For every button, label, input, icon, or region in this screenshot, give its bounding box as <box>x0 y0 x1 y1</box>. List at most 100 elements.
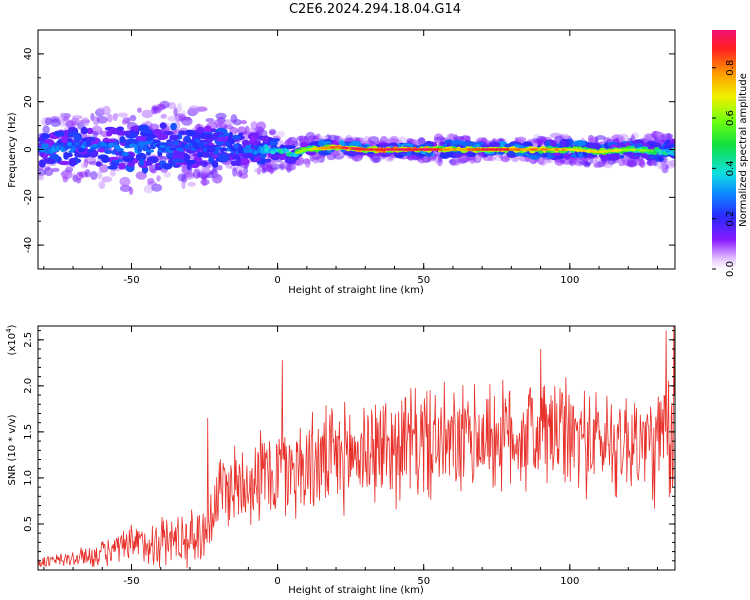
spectral-ridge <box>67 141 73 147</box>
spectral-blob <box>106 130 113 137</box>
spectral-ridge-core <box>547 148 553 151</box>
y-tick-label: 40 <box>23 48 34 61</box>
spectral-blob <box>284 139 291 146</box>
spectral-blob <box>205 118 215 123</box>
spectral-ridge <box>116 148 124 152</box>
spectral-ridge-core <box>410 148 416 151</box>
spectral-blob <box>50 118 61 128</box>
spectral-blob <box>200 178 210 186</box>
spectral-blob <box>38 174 44 181</box>
spectral-blob <box>235 158 242 167</box>
spectral-blob <box>453 136 465 141</box>
x-tick-label: 50 <box>417 275 430 286</box>
spectral-ridge-core <box>487 148 493 151</box>
spectral-ridge <box>144 140 150 146</box>
spectral-ridge-core <box>477 148 483 151</box>
spectral-blob <box>54 130 65 137</box>
spectral-ridge-core <box>558 148 563 151</box>
spectral-blob <box>99 164 109 173</box>
spectral-blob <box>121 120 128 125</box>
spectral-blob <box>159 122 167 129</box>
spectral-ridge <box>104 149 113 154</box>
spectral-ridge-core <box>379 148 385 151</box>
spectral-ridge-core <box>459 148 465 151</box>
spectral-blob <box>304 158 311 168</box>
spectral-blob <box>157 103 163 113</box>
spectral-blob <box>51 167 60 173</box>
spectral-ridge-core <box>480 148 486 151</box>
spectral-ridge-core <box>421 148 427 151</box>
spectral-blob <box>163 171 171 178</box>
spectral-blob <box>161 163 173 170</box>
spectral-blob <box>253 168 263 173</box>
spectral-blob <box>582 151 588 157</box>
spectral-blob <box>256 121 267 131</box>
spectral-blob <box>200 164 210 174</box>
x-tick-label: -50 <box>123 275 139 286</box>
spectral-blob <box>177 173 186 182</box>
spectral-ridge <box>284 149 290 153</box>
spectral-blob <box>63 152 70 160</box>
spectral-blob <box>559 159 565 164</box>
spectral-ridge <box>233 143 239 149</box>
spectrogram-xlabel: Height of straight line (km) <box>288 285 424 296</box>
spectral-ridge-core <box>368 148 374 151</box>
spectral-blob <box>515 136 527 143</box>
spectral-blob <box>90 171 98 180</box>
spectral-blob <box>60 135 68 144</box>
spectral-ridge-core <box>393 148 399 151</box>
spectral-ridge <box>224 141 231 147</box>
spectral-blob <box>216 164 223 171</box>
spectral-blob <box>305 131 316 142</box>
spectral-blob <box>122 155 135 163</box>
spectral-blob <box>607 153 620 161</box>
spectral-blob <box>489 141 501 149</box>
spectral-blob <box>232 134 241 140</box>
spectral-ridge-core <box>536 148 542 151</box>
spectral-ridge-core <box>403 148 409 151</box>
spectral-blob <box>68 157 77 167</box>
spectral-blob <box>124 130 131 136</box>
spectral-blob <box>279 163 285 171</box>
spectral-ridge <box>142 146 148 152</box>
spectral-ridge-core <box>561 148 567 151</box>
y-tick-label: 2.0 <box>23 378 34 394</box>
spectral-blob <box>618 133 629 143</box>
colorbar-ticks: 0.0 0.2 0.4 0.6 0.8 <box>712 60 736 277</box>
spectral-ridge <box>73 141 81 146</box>
spectral-blob <box>170 122 178 131</box>
spectral-ridge-core <box>554 148 560 151</box>
spectral-ridge <box>157 149 164 153</box>
y-tick-label: 0.5 <box>23 516 34 532</box>
spectral-ridge-core <box>445 148 451 151</box>
spectral-blob <box>129 114 137 122</box>
spectral-ridge-core <box>473 148 479 151</box>
spectral-blob <box>230 114 238 123</box>
spectral-blob <box>539 160 547 166</box>
spectral-blob <box>619 154 625 159</box>
spectral-blob <box>253 156 261 162</box>
spectral-blob <box>80 162 86 169</box>
spectral-ridge-core <box>491 148 497 151</box>
spectral-blob <box>119 184 132 192</box>
spectral-blob <box>40 133 50 140</box>
spectral-blob <box>232 167 238 177</box>
spectral-blob <box>241 152 254 159</box>
spectral-blob <box>137 107 142 113</box>
spectral-ridge <box>199 139 206 143</box>
spectral-blob <box>97 147 107 153</box>
spectral-ridge-core <box>484 148 490 151</box>
spectrogram-ticks: -50 0 50 100 -40 -20 0 20 40 <box>23 29 675 286</box>
snr-line <box>38 326 675 569</box>
spectral-ridge <box>137 141 146 147</box>
spectral-blob <box>151 183 163 192</box>
spectral-blob <box>286 164 292 173</box>
spectral-blob <box>38 168 46 177</box>
spectral-ridge-core <box>533 148 539 151</box>
spectral-ridge-core <box>543 148 549 151</box>
spectral-blob <box>417 136 426 146</box>
spectral-ridge <box>86 140 92 146</box>
spectral-blob <box>117 112 129 118</box>
spectral-blob <box>139 158 145 167</box>
